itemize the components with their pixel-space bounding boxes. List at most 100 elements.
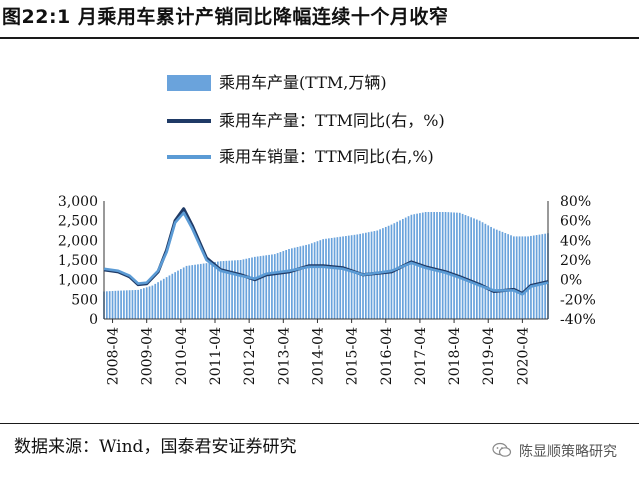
bar	[290, 248, 293, 319]
bar	[507, 234, 510, 319]
x-tick-label: 2011-04	[208, 327, 224, 385]
x-tick-label: 2013-04	[276, 327, 292, 385]
bar	[222, 261, 225, 319]
bar	[117, 290, 120, 319]
bar	[438, 212, 441, 319]
bar	[225, 260, 228, 319]
y-left-tick-label: 3,000	[58, 194, 98, 210]
bar	[114, 290, 117, 319]
bar	[182, 267, 185, 319]
bar	[248, 258, 251, 319]
bar	[268, 254, 270, 319]
bar	[148, 286, 151, 319]
bar	[450, 212, 453, 319]
bar	[305, 244, 307, 319]
bar	[512, 236, 515, 319]
bar	[399, 220, 401, 319]
bar	[322, 239, 325, 319]
bar	[219, 261, 222, 319]
x-tick-label: 2019-04	[481, 327, 497, 385]
bar	[481, 222, 484, 319]
bar	[279, 252, 282, 319]
bar	[140, 289, 142, 319]
title-rule	[0, 37, 639, 39]
bar	[202, 263, 205, 319]
x-tick-label: 2020-04	[515, 327, 531, 385]
bar	[174, 272, 177, 319]
y-left-tick-label: 2,000	[58, 233, 98, 249]
bar	[293, 247, 296, 319]
bar	[205, 263, 208, 319]
bar	[242, 259, 245, 319]
x-tick-label: 2010-04	[174, 327, 190, 385]
x-tick-label: 2016-04	[379, 327, 395, 385]
bar	[145, 287, 148, 319]
chart-axes	[103, 201, 549, 320]
bar	[151, 285, 154, 319]
bar	[134, 290, 137, 319]
bar	[478, 220, 481, 319]
bar	[339, 236, 342, 319]
bar	[470, 217, 473, 319]
bar	[128, 290, 131, 319]
bar	[162, 278, 165, 319]
bar	[498, 230, 501, 319]
bar	[256, 256, 259, 319]
y-left-tick-label: 0	[89, 312, 98, 328]
bar	[490, 226, 492, 319]
bar	[125, 290, 128, 319]
footer-rule	[0, 423, 639, 424]
page-title: 图22:1 月乘用车累计产销同比降幅连续十个月收窄	[2, 6, 449, 28]
bar	[188, 265, 191, 319]
bar	[160, 280, 162, 319]
bar	[413, 214, 416, 319]
y-left-tick-label: 1,000	[58, 273, 98, 289]
legend-swatch-prod-line	[167, 119, 211, 123]
bar	[120, 290, 122, 319]
bar	[416, 213, 418, 319]
bar	[168, 275, 171, 319]
tick-labels: 0 500 1,000 1,500 2,000 2,500 3,000 -40% -20% 0% 2…	[58, 194, 596, 385]
bar	[495, 229, 498, 319]
bar	[228, 260, 231, 319]
bar	[356, 234, 359, 319]
bar	[333, 237, 336, 319]
bar	[404, 217, 407, 319]
bar	[493, 228, 495, 319]
bar	[302, 245, 305, 319]
legend-label-prod-line: 乘用车产量：TTM同比(右，%)	[219, 111, 445, 130]
bar	[276, 253, 279, 319]
x-tick-label: 2014-04	[310, 327, 326, 385]
bar	[191, 265, 194, 319]
x-tick-label: 2018-04	[447, 327, 463, 385]
bar	[259, 256, 262, 319]
bar	[345, 236, 347, 319]
bar	[271, 254, 273, 319]
x-tick-label: 2008-04	[106, 327, 122, 385]
x-tick-label: 2012-04	[242, 327, 258, 385]
watermark: 陈显顺策略研究	[519, 444, 617, 460]
line-sales-yoy	[103, 211, 549, 296]
wechat-icon	[492, 442, 512, 457]
bar	[231, 260, 233, 319]
bar	[273, 254, 276, 319]
bar	[535, 235, 538, 319]
y-right-tick-label: 40%	[560, 233, 591, 249]
bar	[467, 216, 470, 319]
bar	[436, 212, 438, 319]
y-left-tick-label: 2,500	[58, 214, 98, 230]
bar	[108, 291, 111, 319]
bar	[123, 290, 125, 319]
bar	[521, 236, 524, 319]
bar	[532, 235, 535, 319]
bar	[453, 212, 455, 319]
bar	[401, 218, 404, 319]
bar	[444, 212, 447, 319]
bar	[464, 215, 467, 319]
bar	[518, 236, 521, 319]
bar	[105, 291, 108, 319]
bar	[350, 235, 353, 319]
data-source: 数据来源：Wind，国泰君安证券研究	[14, 437, 297, 457]
bar	[310, 243, 313, 319]
bar	[197, 264, 199, 319]
